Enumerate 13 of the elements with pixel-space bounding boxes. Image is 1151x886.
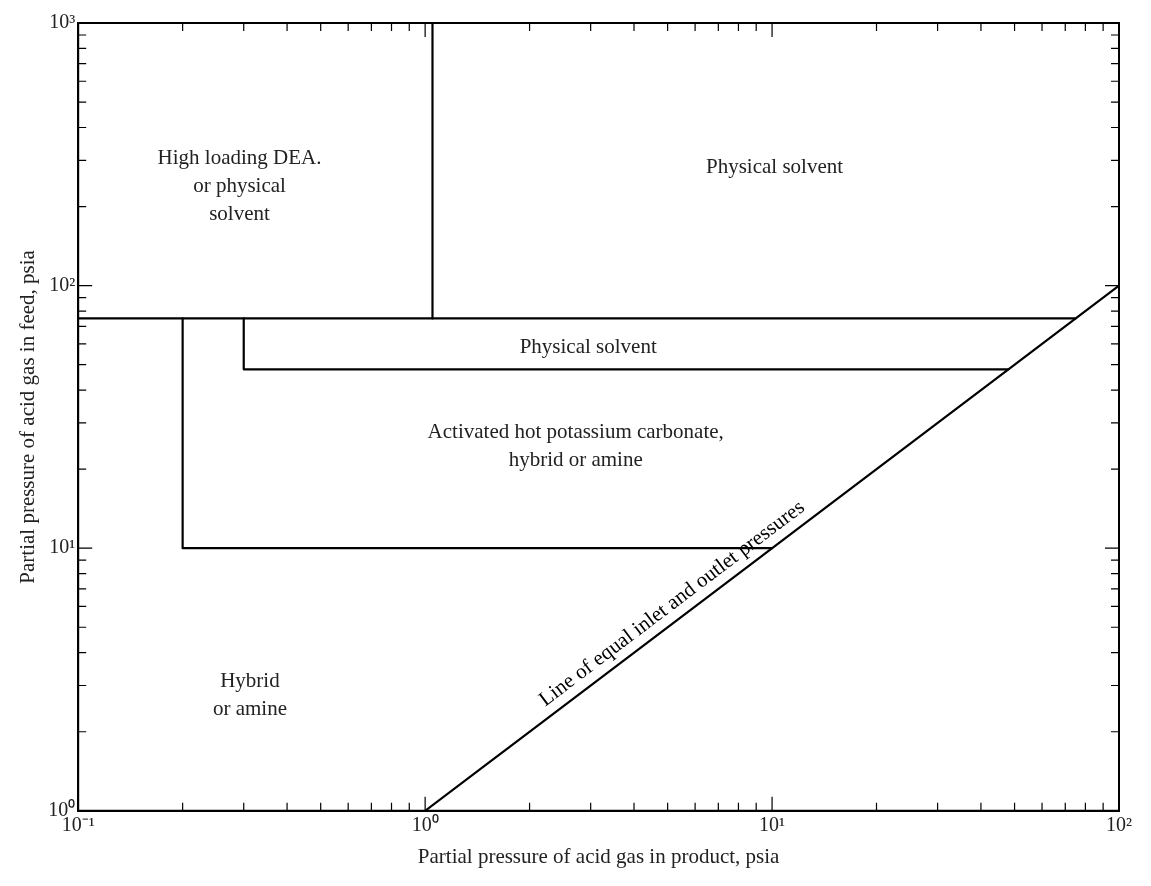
x-tick-label: 10¹ xyxy=(759,813,786,836)
annotation: Hybrid or amine xyxy=(212,668,287,721)
x-tick-label: 10⁰ xyxy=(411,813,439,836)
y-tick-label: 10² xyxy=(49,272,76,295)
annotation: High loading DEA. or physical solvent xyxy=(157,144,322,225)
y-tick-label: 10³ xyxy=(49,10,76,33)
x-axis-title: Partial pressure of acid gas in product, psia xyxy=(417,843,781,868)
annotation: Physical solvent xyxy=(705,154,844,179)
x-tick-label: 10² xyxy=(1106,813,1132,836)
annotation: Activated hot potassium carbonate, hybrid or amine xyxy=(427,418,724,471)
y-tick-label: 10¹ xyxy=(49,535,76,558)
annotation: Physical solvent xyxy=(519,334,657,359)
y-axis-title: Partial pressure of acid gas in feed, psia xyxy=(15,249,40,584)
